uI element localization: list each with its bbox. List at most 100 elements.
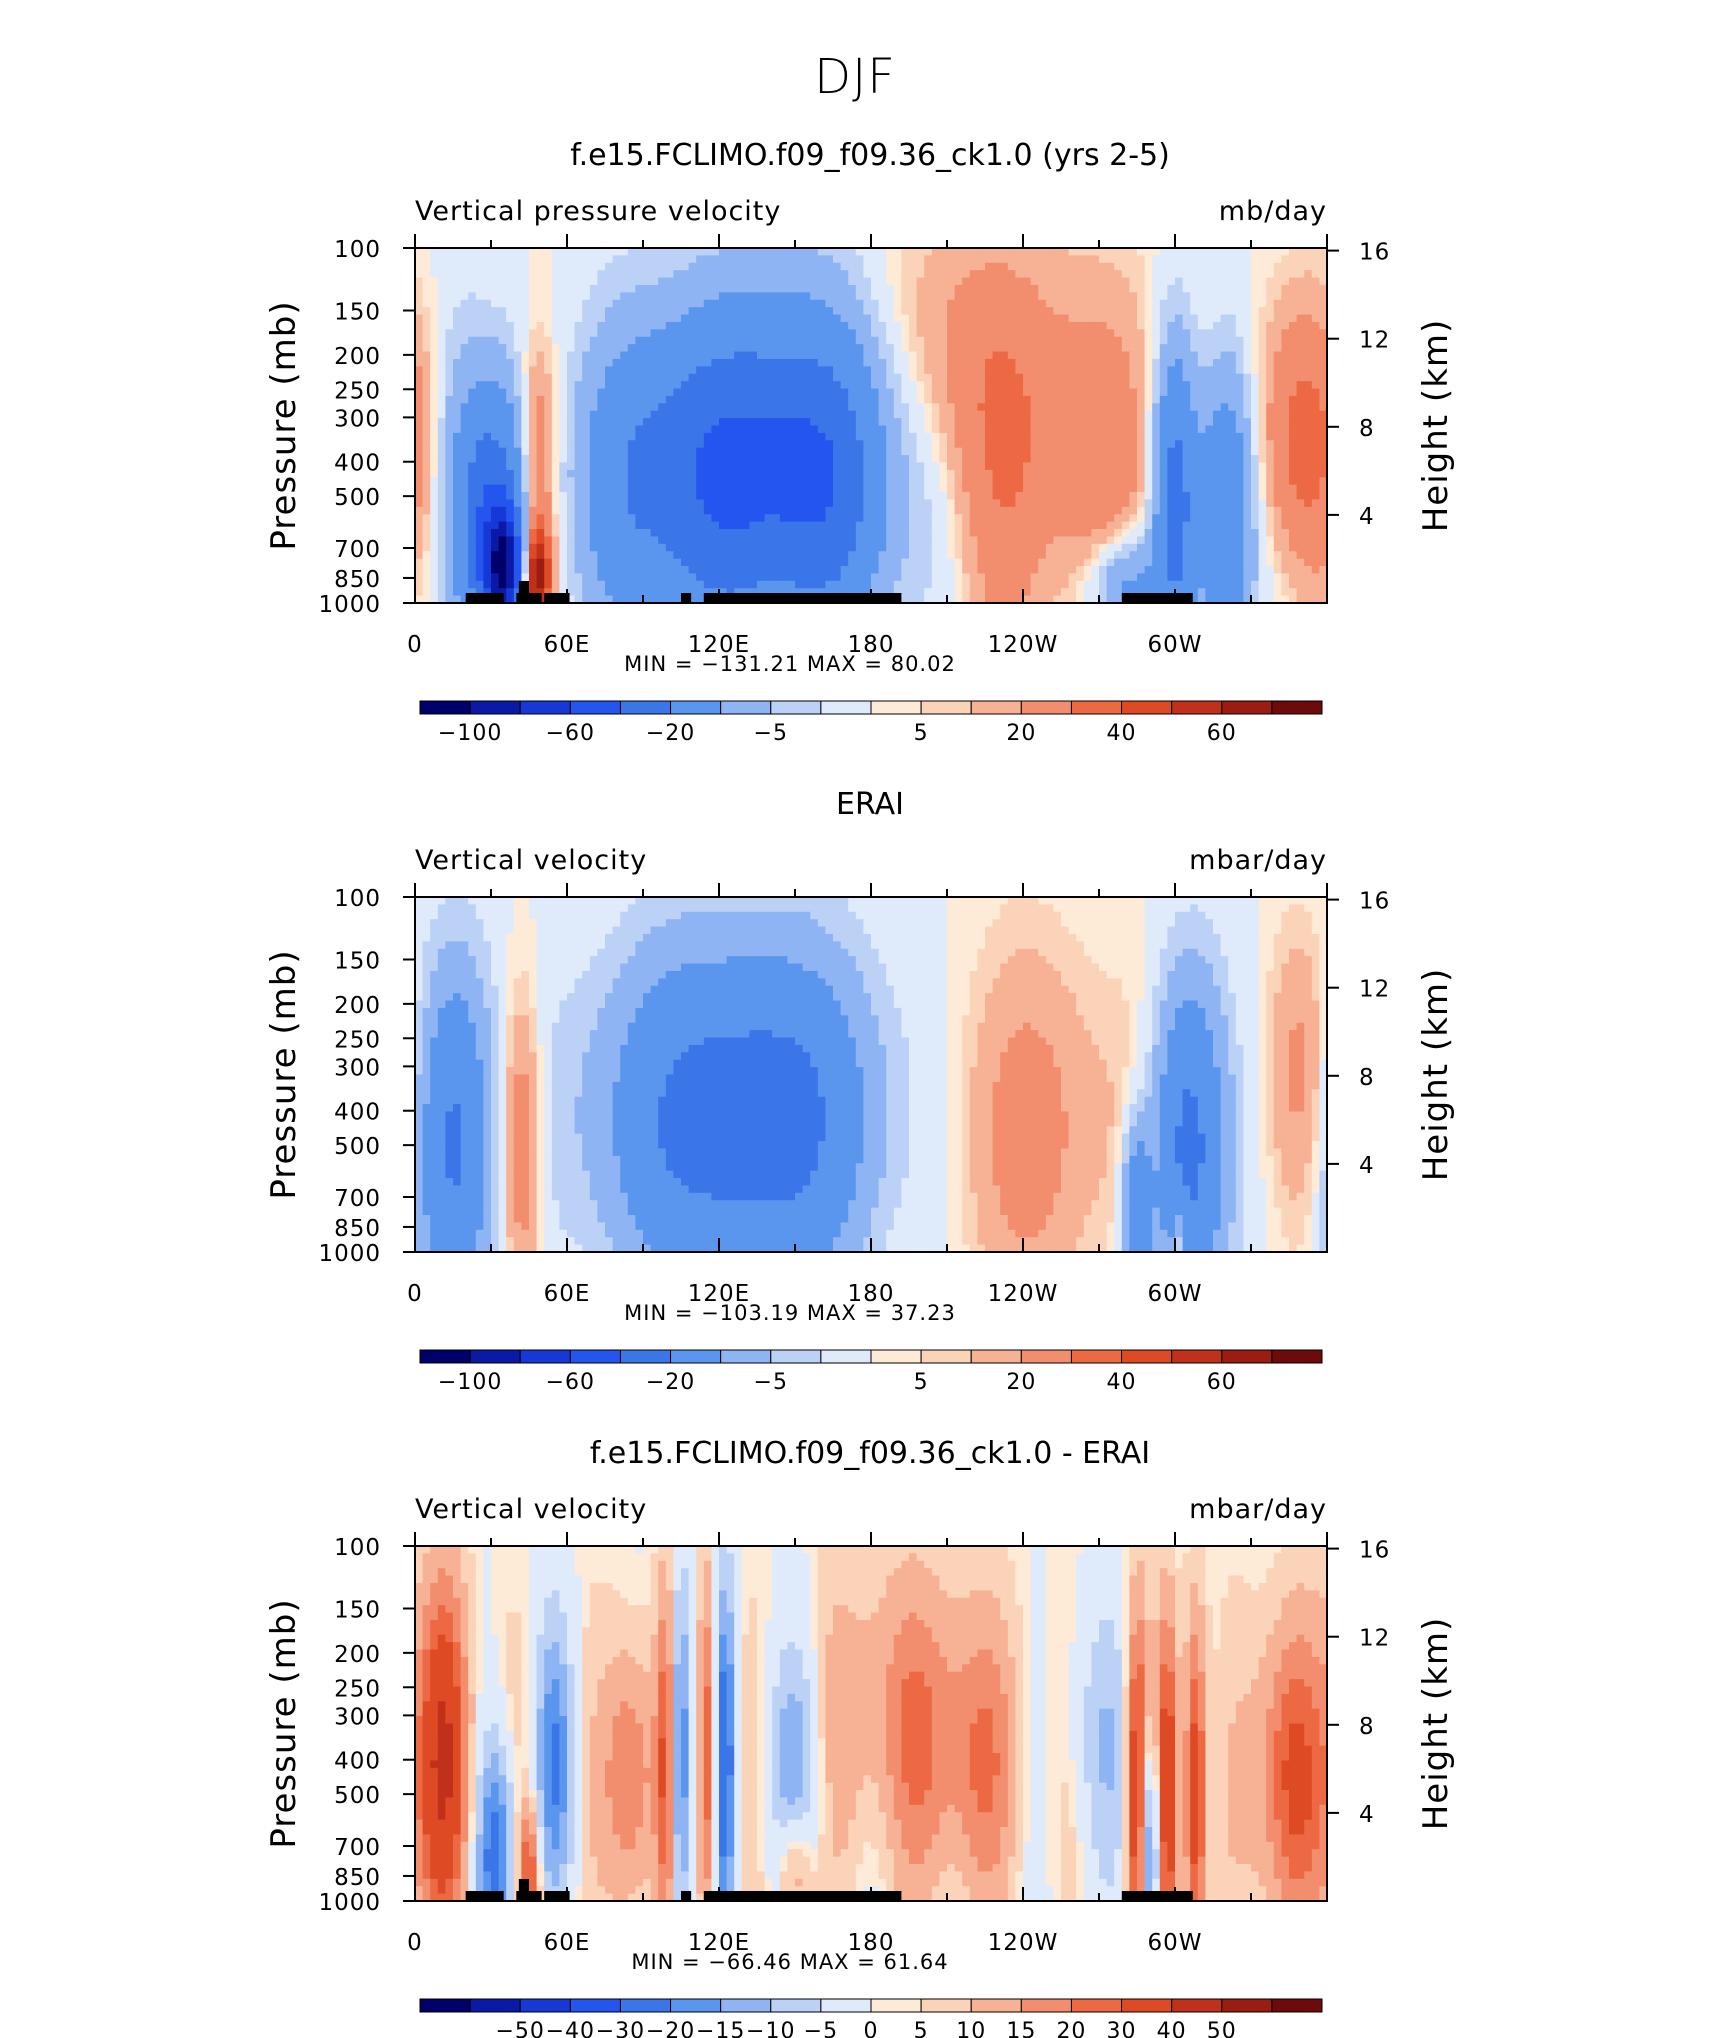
heat-cell bbox=[749, 351, 758, 360]
heat-cell bbox=[665, 248, 674, 256]
heat-cell bbox=[460, 521, 469, 530]
heat-cell bbox=[415, 351, 424, 360]
heat-cell bbox=[741, 440, 750, 449]
heat-cell bbox=[544, 529, 553, 538]
heat-cell bbox=[650, 462, 659, 471]
heat-cell bbox=[1007, 388, 1016, 397]
heat-cell bbox=[703, 314, 712, 323]
heat-cell bbox=[1137, 403, 1146, 412]
heat-cell bbox=[1197, 425, 1206, 434]
heat-cell bbox=[962, 284, 971, 293]
heat-cell bbox=[1182, 543, 1191, 552]
heat-cell bbox=[491, 255, 500, 264]
heat-cell bbox=[924, 358, 933, 367]
heat-cell bbox=[567, 277, 576, 286]
heat-cell bbox=[916, 351, 925, 360]
heat-cell bbox=[802, 366, 811, 375]
heat-cell bbox=[696, 455, 705, 464]
heat-cell bbox=[1251, 455, 1260, 464]
heat-cell bbox=[589, 484, 598, 493]
heat-cell bbox=[924, 403, 933, 412]
heat-cell bbox=[513, 469, 522, 478]
heat-cell bbox=[688, 529, 697, 538]
heat-cell bbox=[1091, 499, 1100, 508]
heat-cell bbox=[734, 418, 743, 427]
heat-cell bbox=[726, 351, 735, 360]
heat-cell bbox=[430, 425, 439, 434]
heat-cell bbox=[726, 262, 735, 271]
heat-cell bbox=[749, 284, 758, 293]
heat-cell bbox=[650, 255, 659, 264]
heat-cell bbox=[612, 499, 621, 508]
heat-cell bbox=[521, 248, 530, 256]
heat-cell bbox=[909, 277, 918, 286]
heat-cell bbox=[475, 521, 484, 530]
heat-cell bbox=[802, 395, 811, 404]
heat-cell bbox=[1045, 484, 1054, 493]
heat-cell bbox=[787, 455, 796, 464]
heat-cell bbox=[1030, 536, 1039, 545]
heat-cell bbox=[1281, 492, 1290, 501]
heat-cell bbox=[627, 506, 636, 515]
heat-cell bbox=[772, 492, 781, 501]
heat-cell bbox=[909, 336, 918, 345]
heat-cell bbox=[1296, 270, 1305, 279]
heat-cell bbox=[802, 262, 811, 271]
heat-cell bbox=[1083, 462, 1092, 471]
heat-cell bbox=[589, 462, 598, 471]
heat-cell bbox=[475, 543, 484, 552]
heat-cell bbox=[1053, 432, 1062, 441]
heat-cell bbox=[643, 410, 652, 419]
heat-cell bbox=[924, 477, 933, 486]
heat-cell bbox=[962, 403, 971, 412]
heat-cell bbox=[757, 403, 766, 412]
heat-cell bbox=[1289, 351, 1298, 360]
heat-cell bbox=[1091, 492, 1100, 501]
heat-cell bbox=[962, 543, 971, 552]
heat-cell bbox=[1106, 432, 1115, 441]
heat-cell bbox=[962, 492, 971, 501]
heat-cell bbox=[711, 381, 720, 390]
heat-cell bbox=[779, 492, 788, 501]
heat-cell bbox=[810, 506, 819, 515]
heat-cell bbox=[1106, 329, 1115, 338]
heat-cell bbox=[977, 381, 986, 390]
heat-cell bbox=[415, 262, 424, 271]
heat-cell bbox=[468, 521, 477, 530]
heat-cell bbox=[612, 469, 621, 478]
heat-cell bbox=[1273, 366, 1282, 375]
heat-cell bbox=[483, 299, 492, 308]
heat-cell bbox=[681, 403, 690, 412]
heat-cell bbox=[969, 270, 978, 279]
heat-cell bbox=[597, 255, 606, 264]
heat-cell bbox=[825, 543, 834, 552]
heat-cell bbox=[559, 248, 568, 256]
heat-cell bbox=[977, 492, 986, 501]
heat-cell bbox=[1038, 447, 1047, 456]
heat-cell bbox=[1266, 299, 1275, 308]
heat-cell bbox=[840, 469, 849, 478]
heat-cell bbox=[665, 321, 674, 330]
heat-cell bbox=[1023, 484, 1032, 493]
heat-cell bbox=[817, 284, 826, 293]
heat-cell bbox=[703, 477, 712, 486]
heat-cell bbox=[817, 529, 826, 538]
heat-cell bbox=[688, 469, 697, 478]
heat-cell bbox=[924, 262, 933, 271]
heat-cell bbox=[673, 299, 682, 308]
heat-cell bbox=[582, 551, 591, 560]
heat-cell bbox=[437, 514, 446, 523]
heat-cell bbox=[833, 521, 842, 530]
heat-cell bbox=[1251, 366, 1260, 375]
heat-cell bbox=[544, 477, 553, 486]
heat-cell bbox=[939, 514, 948, 523]
heat-cell bbox=[1197, 351, 1206, 360]
heat-cell bbox=[1304, 395, 1313, 404]
heat-cell bbox=[1289, 418, 1298, 427]
heatmap-field bbox=[415, 248, 1327, 603]
heat-cell bbox=[681, 410, 690, 419]
heat-cell bbox=[833, 425, 842, 434]
heat-cell bbox=[962, 255, 971, 264]
heat-cell bbox=[962, 536, 971, 545]
heat-cell bbox=[954, 336, 963, 345]
